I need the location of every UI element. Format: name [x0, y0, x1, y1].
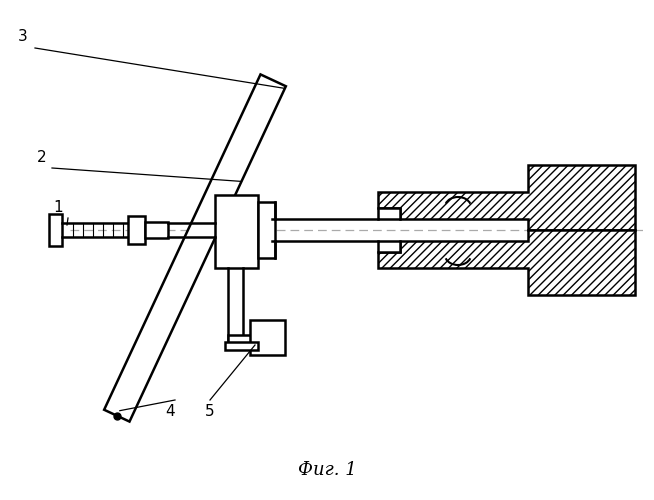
- Polygon shape: [128, 216, 145, 244]
- Polygon shape: [228, 335, 268, 345]
- Polygon shape: [145, 222, 168, 238]
- Polygon shape: [225, 342, 258, 350]
- Polygon shape: [250, 320, 285, 355]
- Polygon shape: [49, 214, 62, 246]
- Polygon shape: [104, 74, 286, 422]
- Text: 2: 2: [37, 150, 46, 165]
- Polygon shape: [215, 195, 258, 268]
- Text: 3: 3: [18, 29, 28, 44]
- Polygon shape: [258, 202, 275, 258]
- Text: 5: 5: [205, 404, 215, 419]
- Polygon shape: [378, 241, 400, 252]
- Polygon shape: [378, 230, 635, 295]
- Polygon shape: [378, 208, 400, 219]
- Polygon shape: [378, 165, 635, 230]
- Text: Фиг. 1: Фиг. 1: [298, 461, 356, 479]
- Text: 4: 4: [165, 404, 175, 419]
- Text: 1: 1: [54, 200, 63, 215]
